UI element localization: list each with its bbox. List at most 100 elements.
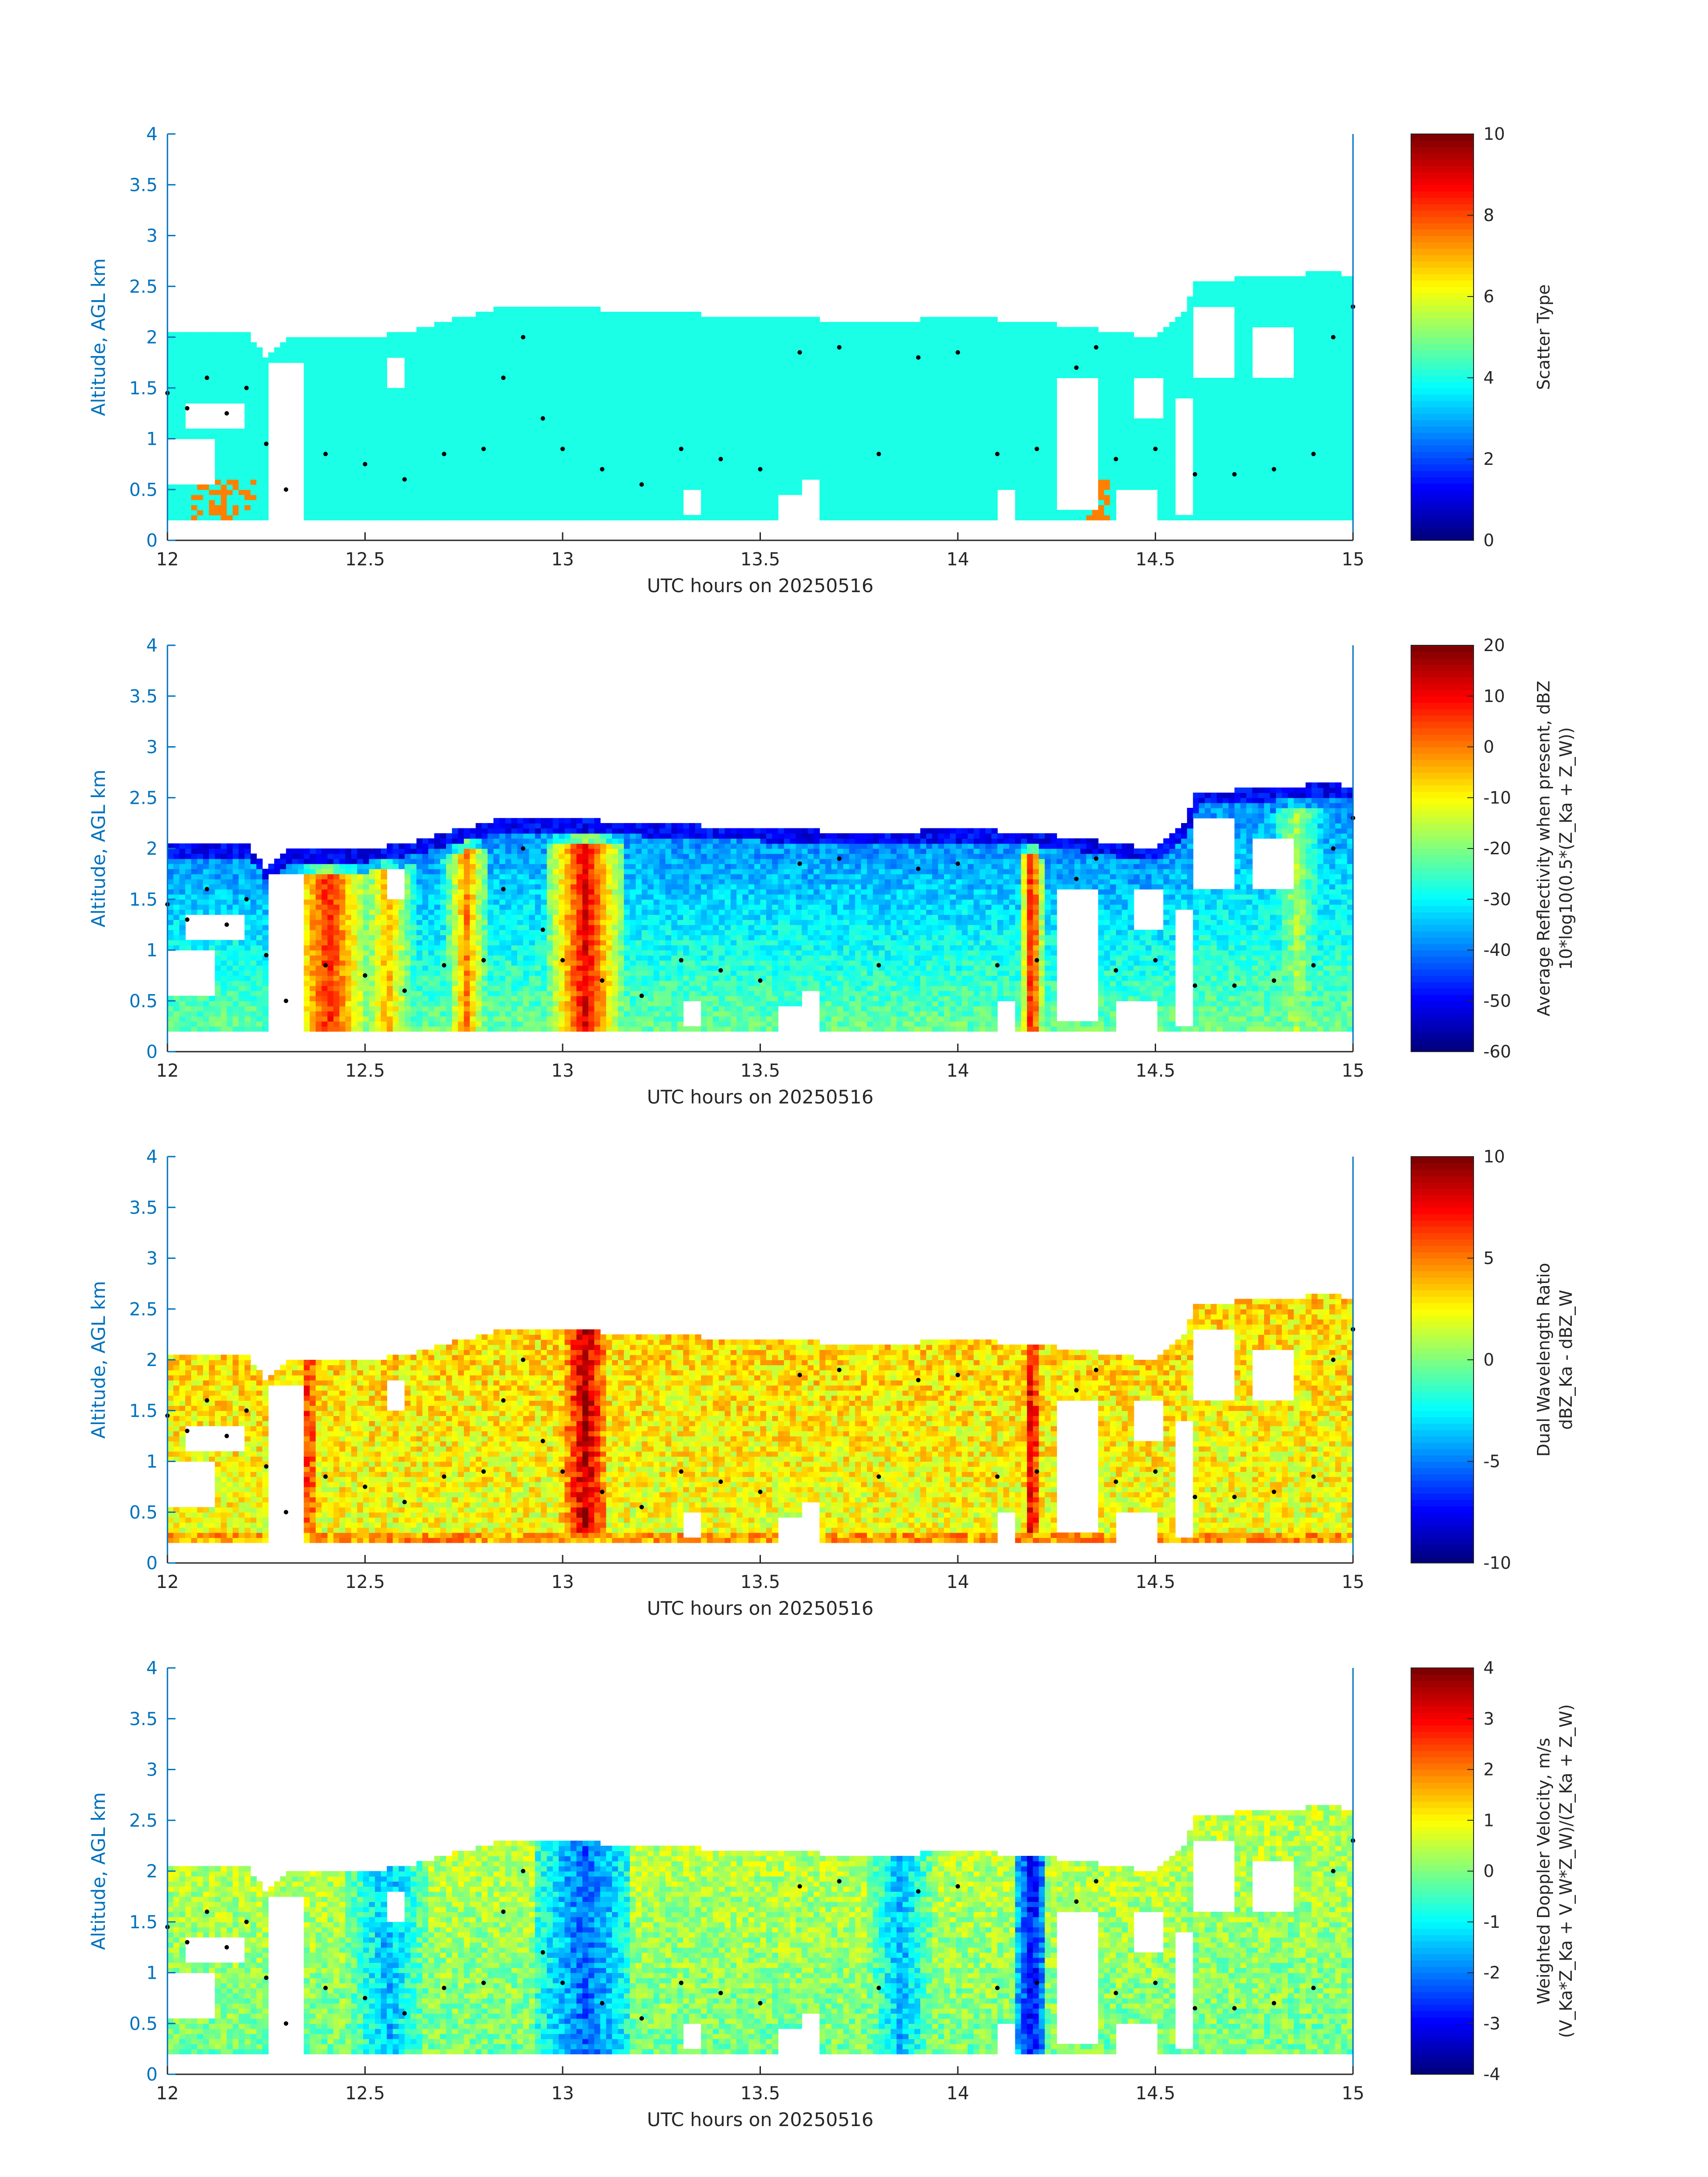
heatmap-cell — [375, 495, 381, 500]
heatmap-cell — [209, 337, 215, 343]
heatmap-cell — [636, 429, 642, 434]
heatmap-cell — [464, 429, 470, 434]
heatmap-cell — [215, 434, 221, 439]
heatmap-cell — [286, 342, 292, 347]
heatmap-cell — [470, 347, 476, 353]
heatmap-cell — [464, 332, 470, 338]
heatmap-cell — [636, 414, 642, 419]
heatmap-cell — [452, 332, 458, 338]
heatmap-cell — [600, 327, 606, 332]
heatmap-cell — [523, 403, 530, 409]
heatmap-cell — [197, 495, 203, 500]
heatmap-cell — [339, 485, 346, 490]
heatmap-cell — [505, 363, 512, 368]
heatmap-cell — [345, 515, 351, 520]
heatmap-cell — [505, 434, 512, 439]
heatmap-cell — [541, 347, 547, 353]
heatmap-cell — [600, 383, 606, 388]
heatmap-cell — [428, 505, 434, 510]
heatmap-cell — [689, 474, 695, 480]
heatmap-cell — [476, 444, 482, 449]
heatmap-cell — [345, 510, 351, 515]
heatmap-cell — [482, 327, 488, 332]
heatmap-cell — [221, 474, 227, 480]
heatmap-cell — [576, 332, 583, 338]
heatmap-cell — [417, 368, 423, 373]
heatmap-cell — [238, 363, 245, 368]
heatmap-cell — [647, 510, 654, 515]
heatmap-cell — [636, 444, 642, 449]
heatmap-cell — [511, 423, 518, 429]
heatmap-cell — [594, 378, 601, 383]
heatmap-cell — [238, 332, 245, 338]
heatmap-cell — [221, 510, 227, 515]
heatmap-cell — [476, 317, 482, 322]
heatmap-cell — [660, 383, 666, 388]
heatmap-cell — [553, 322, 559, 327]
heatmap-cell — [553, 449, 559, 454]
heatmap-cell — [511, 378, 518, 383]
heatmap-cell — [167, 489, 174, 495]
heatmap-cell — [327, 444, 334, 449]
heatmap-cell — [464, 327, 470, 332]
heatmap-cell — [488, 423, 494, 429]
heatmap-cell — [221, 358, 227, 363]
heatmap-cell — [654, 489, 660, 495]
heatmap-cell — [624, 474, 630, 480]
heatmap-cell — [393, 510, 399, 515]
heatmap-cell — [576, 489, 583, 495]
heatmap-cell — [238, 429, 245, 434]
heatmap-cell — [470, 373, 476, 378]
heatmap-cell — [405, 368, 411, 373]
heatmap-cell — [660, 378, 666, 383]
heatmap-cell — [606, 368, 612, 373]
heatmap-cell — [381, 500, 387, 505]
heatmap-cell — [345, 434, 351, 439]
heatmap-cell — [327, 358, 334, 363]
heatmap-cell — [351, 459, 358, 464]
heatmap-cell — [227, 439, 233, 444]
heatmap-cell — [564, 403, 571, 409]
heatmap-cell — [642, 454, 648, 460]
heatmap-cell — [476, 368, 482, 373]
heatmap-cell — [636, 337, 642, 343]
heatmap-cell — [417, 449, 423, 454]
heatmap-cell — [381, 383, 387, 388]
heatmap-cell — [203, 495, 209, 500]
heatmap-cell — [612, 439, 618, 444]
heatmap-cell — [369, 388, 375, 393]
heatmap-cell — [180, 403, 186, 409]
heatmap-cell — [630, 489, 636, 495]
heatmap-cell — [576, 317, 583, 322]
heatmap-cell — [488, 378, 494, 383]
heatmap-cell — [701, 505, 707, 510]
heatmap-cell — [417, 434, 423, 439]
heatmap-cell — [665, 347, 672, 353]
heatmap-cell — [499, 347, 505, 353]
heatmap-cell — [600, 388, 606, 393]
heatmap-cell — [428, 368, 434, 373]
heatmap-cell — [262, 373, 268, 378]
heatmap-cell — [351, 403, 358, 409]
heatmap-cell — [582, 332, 589, 338]
heatmap-cell — [238, 388, 245, 393]
heatmap-cell — [405, 373, 411, 378]
heatmap-cell — [417, 423, 423, 429]
heatmap-cell — [589, 474, 595, 480]
heatmap-cell — [410, 352, 417, 358]
heatmap-cell — [434, 352, 440, 358]
heatmap-cell — [618, 403, 624, 409]
heatmap-cell — [612, 327, 618, 332]
heatmap-cell — [499, 398, 505, 404]
heatmap-cell — [256, 500, 263, 505]
heatmap-cell — [410, 342, 417, 347]
heatmap-cell — [482, 469, 488, 475]
heatmap-cell — [636, 388, 642, 393]
heatmap-cell — [310, 434, 316, 439]
heatmap-cell — [345, 418, 351, 424]
heatmap-cell — [167, 342, 174, 347]
heatmap-cell — [689, 459, 695, 464]
heatmap-cell — [203, 500, 209, 505]
heatmap-cell — [606, 449, 612, 454]
heatmap-cell — [327, 429, 334, 434]
